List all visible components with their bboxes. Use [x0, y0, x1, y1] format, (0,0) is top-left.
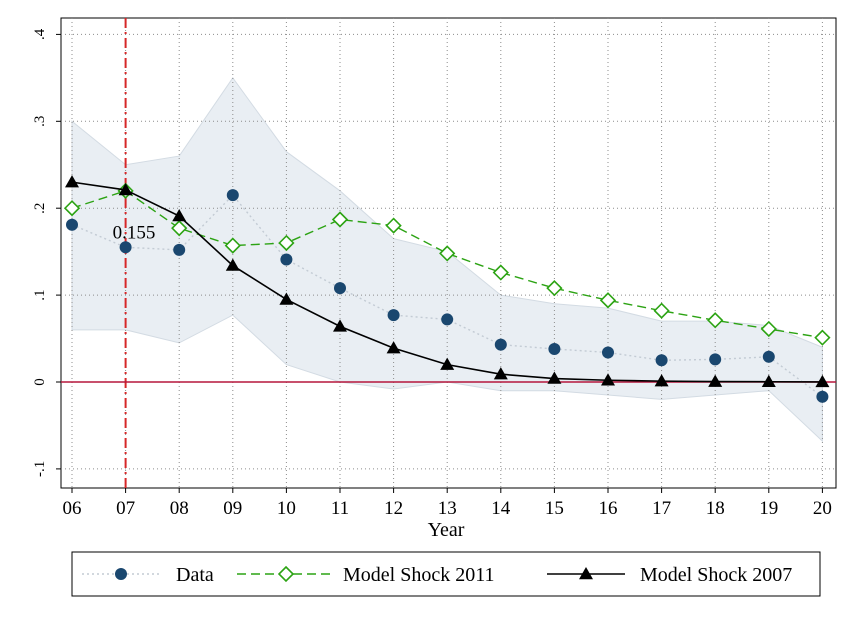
- data-point-model-shock-2007: [65, 175, 79, 188]
- data-point-model-shock-2007: [172, 209, 187, 222]
- data-point-model-shock-2007: [761, 374, 776, 387]
- legend-item-model-shock-2011: Model Shock 2011: [237, 564, 494, 586]
- series-data: [66, 189, 829, 403]
- y-tick-label: .3: [32, 116, 48, 127]
- data-point-model-shock-2011: [653, 302, 670, 319]
- x-axis-label: Year: [428, 519, 465, 541]
- data-point-model-shock-2007: [279, 292, 294, 305]
- legend-item-model-shock-2007: Model Shock 2007: [547, 564, 792, 586]
- data-point-model-shock-2007: [225, 258, 240, 271]
- data-point-model-shock-2007: [333, 319, 347, 332]
- legend-label-model-shock-2011: Model Shock 2011: [343, 564, 494, 586]
- data-point-data: [602, 346, 614, 359]
- x-tick-label: 08: [170, 498, 189, 519]
- x-tick-label: 09: [223, 498, 242, 519]
- data-point-model-shock-2011: [224, 237, 241, 254]
- data-point-data: [334, 282, 346, 295]
- data-point-data: [66, 218, 78, 231]
- data-point-data: [226, 189, 239, 202]
- x-tick-label: 07: [116, 498, 135, 519]
- legend: Data Model Shock 2011 Model Shock 2007: [71, 551, 821, 597]
- series-line-model-shock-2011: [71, 190, 823, 339]
- data-point-model-shock-2011: [331, 211, 349, 228]
- legend-marker-data: [115, 568, 127, 580]
- legend-marker-model-shock-2011: [277, 565, 295, 583]
- x-tick-label: 15: [545, 498, 564, 519]
- data-point-model-shock-2011: [546, 280, 563, 297]
- x-tick-label: 20: [813, 498, 832, 519]
- data-point-model-shock-2007: [118, 182, 133, 196]
- data-point-data: [494, 338, 507, 351]
- data-point-model-shock-2011: [492, 264, 509, 281]
- data-point-model-shock-2011: [814, 329, 831, 346]
- data-point-model-shock-2007: [386, 341, 401, 354]
- y-tick-label: .1: [32, 289, 48, 300]
- x-tick-label: 06: [63, 498, 82, 519]
- x-tick-label: 10: [277, 498, 296, 519]
- legend-marker-model-shock-2007: [579, 567, 593, 580]
- y-tick-label: 0: [32, 378, 48, 386]
- data-point-data: [387, 309, 400, 322]
- y-tick-label: .4: [32, 28, 48, 40]
- y-tick-label: .2: [32, 203, 48, 214]
- data-point-model-shock-2011: [385, 217, 402, 234]
- data-label: 0.155: [113, 222, 156, 243]
- y-tick-label: -.1: [32, 461, 48, 477]
- data-point-model-shock-2007: [440, 357, 455, 370]
- data-point-data: [119, 241, 132, 254]
- x-tick-label: 11: [331, 498, 349, 519]
- legend-label-data: Data: [176, 564, 214, 586]
- data-point-data: [173, 243, 186, 256]
- annotations: 0.155: [113, 222, 156, 243]
- x-tick-label: 16: [599, 498, 618, 519]
- data-point-model-shock-2007: [708, 374, 723, 387]
- data-point-data: [548, 342, 561, 355]
- x-tick-label: 18: [706, 498, 725, 519]
- data-point-model-shock-2007: [601, 373, 615, 386]
- data-point-model-shock-2007: [654, 374, 669, 387]
- data-point-model-shock-2011: [171, 220, 188, 237]
- series-model-shock-2007: [65, 175, 830, 388]
- data-point-model-shock-2011: [760, 320, 777, 338]
- data-point-model-shock-2011: [278, 234, 295, 252]
- x-tick-label: 19: [759, 498, 778, 519]
- series-model-shock-2011: [63, 182, 831, 346]
- data-point-data: [655, 354, 668, 367]
- series-layer: [63, 175, 831, 403]
- data-point-data: [762, 350, 775, 363]
- x-tick-label: 12: [384, 498, 403, 519]
- data-point-data: [280, 253, 293, 266]
- data-point-model-shock-2007: [547, 371, 562, 384]
- legend-label-model-shock-2007: Model Shock 2007: [640, 564, 792, 586]
- data-point-data: [816, 390, 829, 403]
- data-point-model-shock-2011: [707, 312, 724, 329]
- x-tick-label: 13: [438, 498, 457, 519]
- legend-item-data: Data: [82, 564, 214, 586]
- data-point-data: [441, 313, 454, 326]
- data-point-model-shock-2011: [599, 292, 617, 309]
- data-point-model-shock-2007: [815, 374, 830, 388]
- data-point-model-shock-2007: [493, 367, 508, 380]
- legend-box: [71, 551, 821, 597]
- x-tick-label: 17: [652, 498, 671, 519]
- x-tick-label: 14: [491, 498, 511, 519]
- data-point-model-shock-2011: [63, 200, 81, 217]
- data-point-data: [709, 353, 722, 366]
- axes: -.1 0 .1 .2 .3 .4 06 07 08 09 10 11 12 13 14 15 16 17 18 19…: [32, 28, 832, 519]
- data-point-model-shock-2011: [439, 245, 456, 262]
